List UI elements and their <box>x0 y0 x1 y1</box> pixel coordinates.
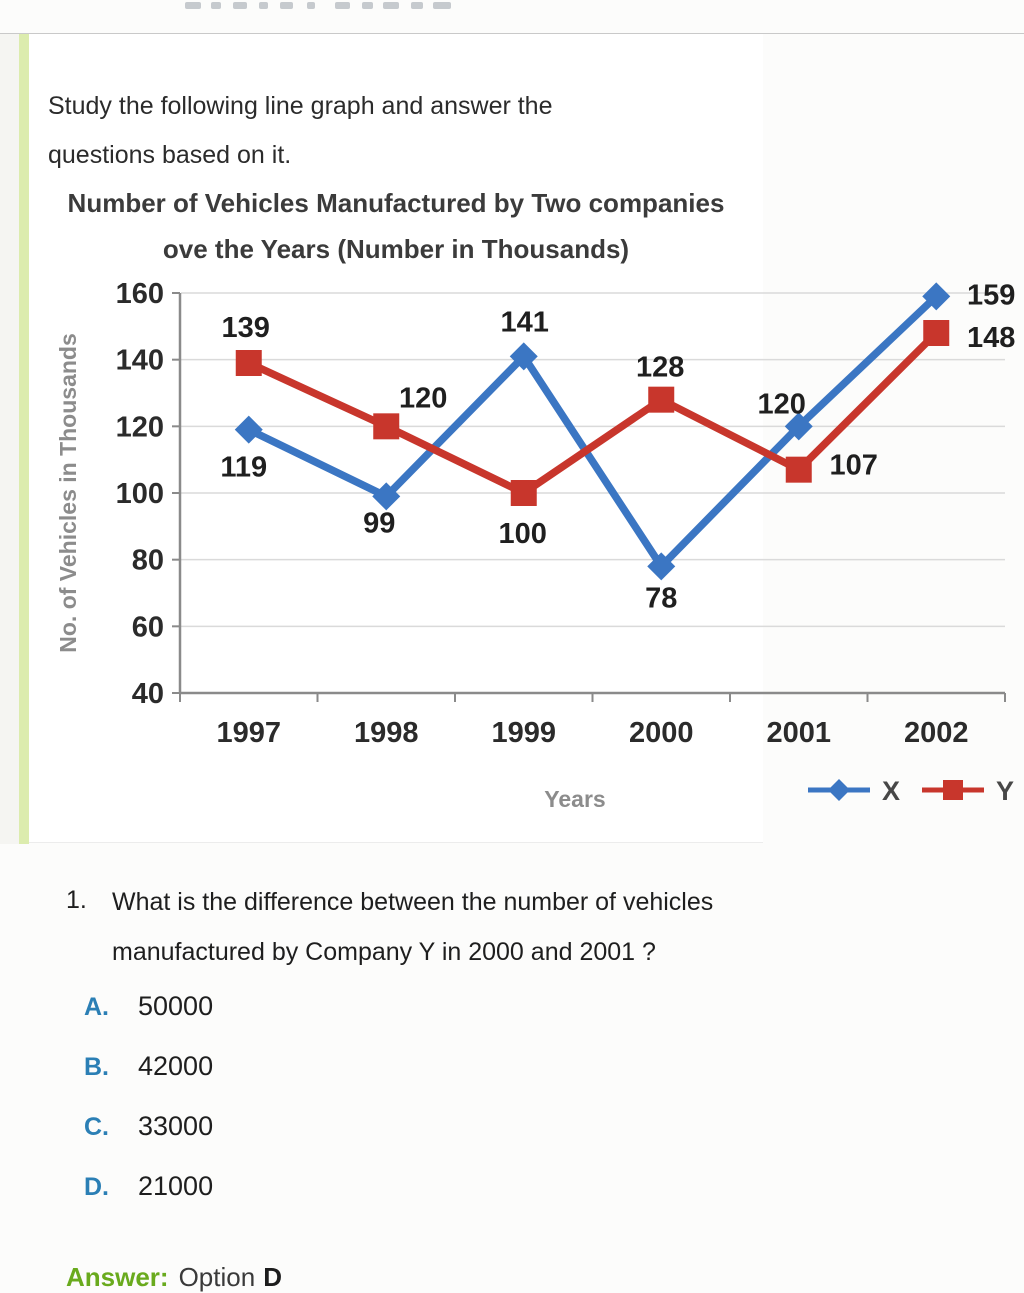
question-text-line-2: manufactured by Company Y in 2000 and 20… <box>112 938 656 966</box>
svg-text:159: 159 <box>967 280 1015 311</box>
svg-text:No. of Vehicles in Thousands: No. of Vehicles in Thousands <box>55 333 81 653</box>
intro-text-line-2: questions based on it. <box>48 141 292 169</box>
svg-text:60: 60 <box>132 611 164 643</box>
line-chart: 160 140 120 100 80 60 40 1997 1998 1999 2000 2001 20… <box>40 278 1024 830</box>
green-accent-stripe <box>19 34 29 844</box>
option-row-d: D. 21000 <box>84 1171 213 1202</box>
answer-option-text: Option <box>178 1262 256 1292</box>
svg-text:2001: 2001 <box>766 717 831 749</box>
svg-text:120: 120 <box>758 388 806 420</box>
svg-text:40: 40 <box>132 678 164 710</box>
svg-text:80: 80 <box>132 545 164 577</box>
svg-text:2002: 2002 <box>904 717 969 749</box>
option-row-c: C. 33000 <box>84 1111 213 1142</box>
svg-text:139: 139 <box>222 312 270 344</box>
svg-text:100: 100 <box>499 518 547 550</box>
svg-text:128: 128 <box>636 352 684 384</box>
option-value-a: 50000 <box>138 991 214 1021</box>
option-row-b: B. 42000 <box>84 1051 213 1082</box>
svg-text:107: 107 <box>830 450 878 482</box>
line-chart-svg: 160 140 120 100 80 60 40 1997 1998 1999 2000 2001 20… <box>55 278 1015 812</box>
option-letter-c: C. <box>84 1113 109 1141</box>
option-letter-b: B. <box>84 1053 109 1081</box>
svg-text:148: 148 <box>967 322 1015 354</box>
svg-text:78: 78 <box>645 582 677 614</box>
answer-option-letter: D <box>263 1262 282 1292</box>
intro-text-line-1: Study the following line graph and answe… <box>48 92 553 120</box>
svg-text:100: 100 <box>116 478 164 510</box>
question-number: 1. <box>66 886 87 914</box>
svg-text:120: 120 <box>399 382 447 414</box>
question-text-line-1: What is the difference between the numbe… <box>112 888 714 916</box>
chart-title-line-1: Number of Vehicles Manufactured by Two c… <box>67 188 725 218</box>
option-value-b: 42000 <box>138 1051 214 1081</box>
option-letter-a: A. <box>84 993 109 1021</box>
svg-text:1997: 1997 <box>216 717 281 749</box>
top-divider-line <box>0 33 1024 34</box>
svg-text:141: 141 <box>501 306 549 338</box>
answer-label: Answer: <box>66 1262 169 1292</box>
svg-text:1999: 1999 <box>491 717 556 749</box>
svg-text:Years: Years <box>544 786 605 812</box>
svg-text:119: 119 <box>220 452 267 484</box>
svg-text:140: 140 <box>116 345 164 377</box>
svg-text:X: X <box>882 776 900 806</box>
chart-title-line-2: ove the Years (Number in Thousands) <box>162 234 630 264</box>
svg-text:1998: 1998 <box>354 717 419 749</box>
svg-text:Y: Y <box>996 776 1014 806</box>
option-value-c: 33000 <box>138 1111 214 1141</box>
svg-text:2000: 2000 <box>629 717 694 749</box>
option-letter-d: D. <box>84 1173 109 1201</box>
svg-text:99: 99 <box>363 507 395 539</box>
option-value-d: 21000 <box>138 1171 214 1201</box>
left-margin-strip <box>0 34 19 844</box>
answer-row: Answer: Option D <box>66 1262 282 1293</box>
option-row-a: A. 50000 <box>84 991 213 1022</box>
clipped-text-remnant <box>185 0 455 11</box>
svg-text:160: 160 <box>116 280 164 310</box>
svg-text:120: 120 <box>116 411 164 443</box>
